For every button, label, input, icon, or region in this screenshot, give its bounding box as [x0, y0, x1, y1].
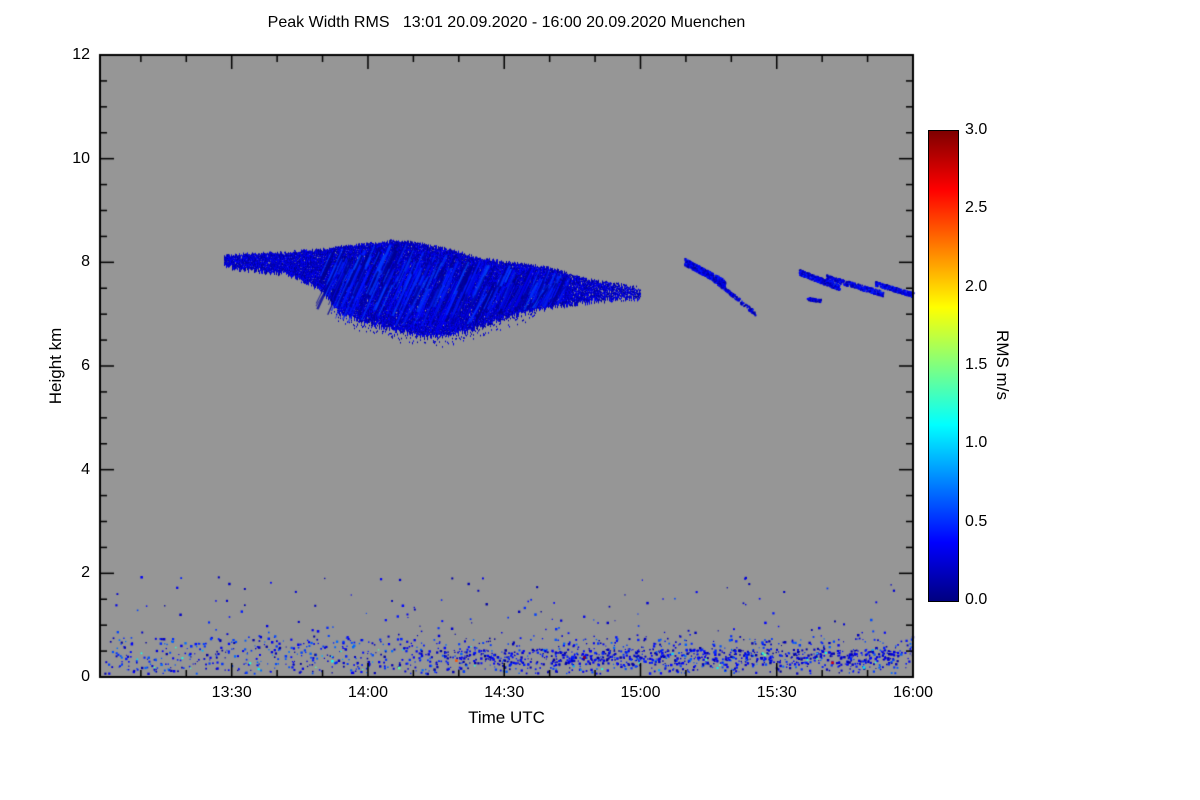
colorbar: [928, 130, 959, 602]
colorbar-label: RMS m/s: [993, 330, 1012, 400]
x-axis-label: Time UTC: [468, 708, 545, 727]
y-axis-label: Height km: [46, 327, 65, 405]
chart-title: Peak Width RMS 13:01 20.09.2020 - 16:00 …: [267, 14, 746, 31]
